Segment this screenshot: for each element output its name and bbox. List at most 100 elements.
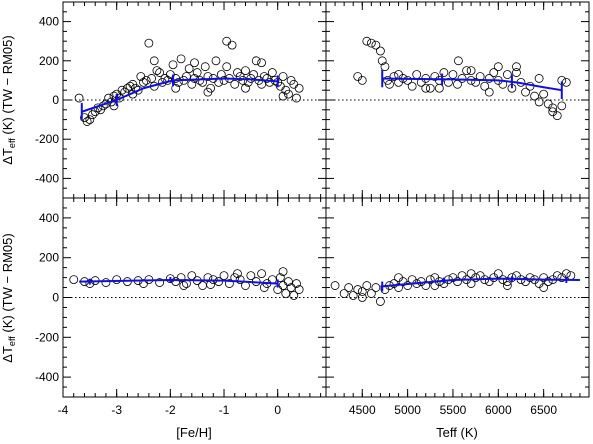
data-point: [383, 76, 393, 85]
data-point: [412, 70, 422, 79]
data-point: [203, 87, 213, 97]
data-point: [484, 87, 494, 97]
data-point: [512, 62, 521, 72]
panel-bottom-right-fit: [380, 276, 580, 292]
panel-top-right-fit: [381, 69, 563, 100]
data-point: [88, 110, 97, 120]
data-point: [149, 56, 159, 66]
data-point: [376, 46, 385, 56]
fit-line: [380, 277, 580, 288]
data-point: [566, 271, 576, 281]
data-point: [294, 83, 304, 93]
data-point: [371, 40, 381, 50]
data-point: [141, 76, 151, 85]
data-point: [557, 101, 567, 111]
data-point: [187, 271, 197, 281]
data-point: [190, 58, 199, 68]
data-point: [357, 293, 367, 302]
data-point: [502, 281, 512, 290]
data-point: [353, 285, 363, 294]
data-point: [125, 81, 135, 91]
data-point: [222, 62, 232, 72]
data-point: [152, 66, 162, 75]
data-point: [219, 271, 229, 281]
y-tick-label: -200: [35, 132, 59, 146]
data-point: [453, 79, 462, 89]
data-point: [241, 66, 250, 75]
data-point: [198, 281, 207, 290]
data-point: [200, 62, 210, 72]
data-point: [380, 62, 390, 72]
x-tick-label: 6500: [530, 403, 557, 417]
panel-top-left-fit: [80, 74, 279, 121]
data-point: [117, 85, 127, 95]
data-point: [512, 68, 521, 77]
data-point: [281, 289, 291, 298]
x-axis-title-right: Teff (K): [436, 425, 478, 440]
data-point: [448, 70, 458, 79]
data-point: [439, 68, 449, 77]
data-point: [214, 277, 224, 286]
x-tick-label: -3: [111, 403, 122, 417]
y-tick-label: 400: [39, 15, 59, 29]
data-point: [376, 297, 385, 306]
data-point: [289, 291, 299, 300]
data-point: [168, 60, 178, 70]
data-point: [144, 38, 154, 48]
data-point: [85, 115, 95, 124]
data-point: [434, 83, 444, 93]
data-point: [249, 70, 258, 79]
panel-top-left-scatter: [74, 36, 304, 126]
data-point: [238, 76, 248, 85]
panel-bottom-left-fit: [79, 277, 279, 288]
data-point: [457, 74, 467, 83]
data-point: [233, 269, 242, 279]
data-point: [292, 93, 301, 103]
panel-bottom-right-scatter: [330, 269, 576, 306]
x-axis-title-left: [Fe/H]: [176, 425, 211, 440]
x-tick-label: -4: [58, 403, 69, 417]
data-point: [330, 281, 340, 290]
data-point: [539, 89, 549, 99]
data-point: [222, 36, 232, 46]
y-tick-label: 200: [39, 251, 59, 265]
data-point: [425, 83, 435, 93]
data-point: [444, 77, 453, 87]
fit-line: [79, 278, 278, 285]
panel-bottom-left: -400 -200 0 200 400 -4 -3 -2 -1 0: [35, 197, 327, 417]
data-point: [69, 275, 79, 284]
data-point: [278, 281, 288, 290]
y-axis-title-bottom: ΔTeff (K) (TW − RM05): [0, 233, 17, 362]
data-point: [278, 91, 288, 101]
data-point: [502, 70, 512, 79]
data-point: [389, 72, 399, 81]
y-tick-label: 0: [52, 291, 59, 305]
data-point: [267, 68, 277, 77]
data-point: [484, 74, 494, 83]
data-point: [206, 280, 216, 289]
data-point: [147, 74, 156, 83]
data-point: [385, 79, 394, 89]
x-tick-label: 5000: [394, 403, 421, 417]
x-tick-label: 4500: [349, 403, 376, 417]
data-point: [525, 273, 535, 283]
data-point: [275, 273, 285, 283]
data-point: [521, 87, 530, 97]
data-point: [112, 275, 122, 284]
data-point: [235, 275, 245, 284]
data-point: [462, 66, 471, 75]
data-point: [82, 117, 92, 126]
panel-bottom-right: 4500 5000 5500 6000 6500: [325, 197, 590, 417]
data-point: [480, 81, 490, 91]
data-point: [425, 275, 435, 284]
data-point: [184, 64, 194, 74]
data-point: [176, 273, 186, 283]
x-tick-label: 0: [274, 403, 281, 417]
data-point: [224, 279, 234, 288]
data-point: [171, 83, 181, 93]
data-point: [139, 77, 148, 87]
panel-bottom-right-ticks: 4500 5000 5500 6000 6500: [325, 197, 590, 417]
data-point: [278, 72, 288, 81]
data-point: [377, 56, 387, 66]
